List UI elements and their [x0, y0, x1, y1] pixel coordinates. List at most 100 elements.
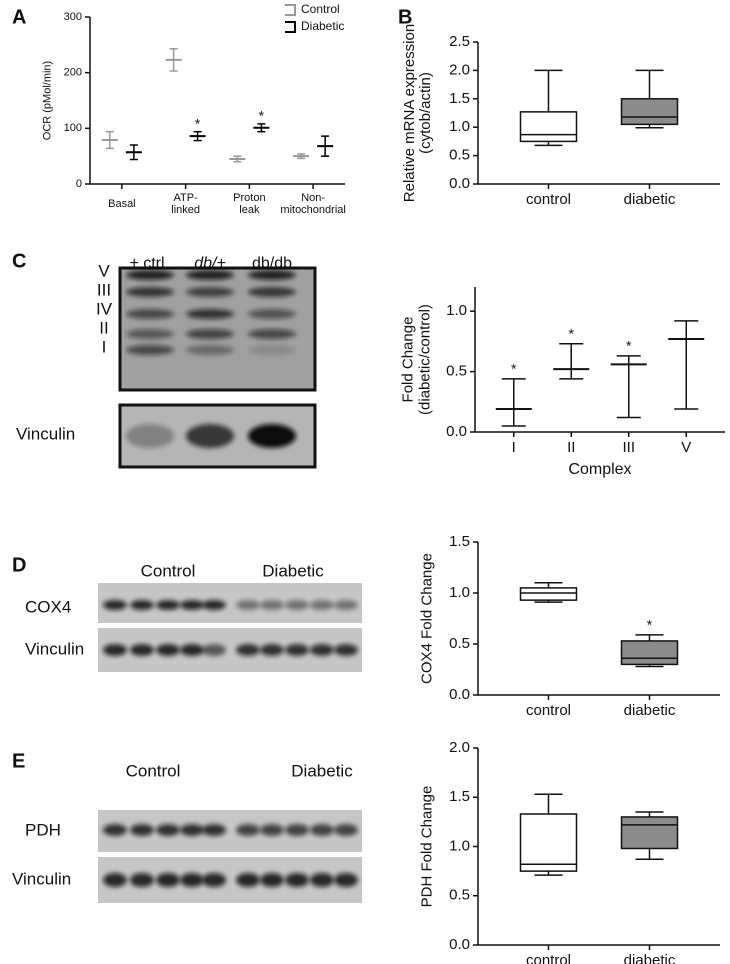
blot-band — [126, 424, 174, 448]
y-axis-label-box: Fold Change (diabetic/control) — [400, 304, 434, 415]
blot-band — [103, 873, 127, 887]
y-tick-label: 2.0 — [449, 739, 470, 756]
y-tick-label: 1.0 — [446, 302, 467, 319]
y-axis-label-box: PDH Fold Change — [419, 786, 436, 908]
blot-band — [130, 644, 154, 656]
blot-band — [260, 873, 284, 887]
blot-band — [248, 345, 296, 355]
blot-band — [180, 824, 204, 836]
y-tick-label: 0.0 — [446, 423, 467, 440]
blot-band — [202, 824, 226, 836]
blot-band — [103, 600, 127, 610]
significance: * — [647, 617, 653, 633]
panel-label: A — [12, 6, 26, 28]
blot-band — [248, 309, 296, 319]
y-tick-label: 0.0 — [449, 686, 470, 703]
box — [519, 813, 578, 872]
blot-band — [126, 287, 174, 297]
lane-label: db/db — [252, 255, 292, 272]
blot-band — [285, 873, 309, 887]
x-tick-label-box: Non- mitochondrial — [280, 191, 346, 216]
blot-band — [310, 600, 334, 610]
x-tick-label-box: diabetic — [623, 951, 676, 964]
y-tick-label: 0.5 — [446, 363, 467, 380]
row-label: PDH — [25, 820, 61, 839]
significance: * — [626, 338, 632, 354]
blot-band — [130, 600, 154, 610]
band-label: V — [98, 261, 110, 280]
blot-band — [186, 424, 234, 448]
legend-swatch — [285, 4, 296, 16]
lane-label: + ctrl — [129, 255, 164, 272]
x-tick-label: diabetic — [623, 951, 676, 964]
blot-band — [202, 644, 226, 656]
x-tick-label: II — [567, 438, 576, 456]
significance: * — [259, 108, 265, 124]
y-axis-label-box: COX4 Fold Change — [418, 553, 436, 684]
x-axis-label: Complex — [568, 461, 632, 479]
band-label: IV — [96, 299, 113, 318]
x-tick-label: Proton leak — [233, 191, 266, 216]
blot-band — [186, 345, 234, 355]
group-label: Diabetic — [291, 761, 353, 780]
x-tick-label: control — [525, 951, 572, 964]
x-tick-label-box: Basal — [108, 197, 136, 210]
blot-band — [186, 287, 234, 297]
legend-label: Control — [301, 2, 340, 16]
blot-band — [126, 329, 174, 339]
x-tick-label: diabetic — [623, 190, 676, 208]
blot-band — [285, 600, 309, 610]
box — [620, 98, 679, 126]
x-tick-label-box: ATP- linked — [171, 192, 200, 216]
x-tick-label-box: control — [526, 191, 571, 208]
blot-band — [260, 644, 284, 656]
y-axis-label: OCR (pMol/min) — [41, 60, 54, 141]
blot-band — [156, 873, 180, 887]
y-tick-label: 0.5 — [449, 147, 470, 164]
x-tick-label: diabetic — [623, 701, 676, 719]
band-label: III — [97, 280, 111, 299]
blot-band — [186, 270, 234, 280]
y-axis-label-box: OCR (pMol/min) — [41, 60, 54, 141]
y-axis-label: COX4 Fold Change — [418, 553, 436, 684]
box — [519, 111, 578, 143]
blot-image — [118, 266, 317, 392]
x-tick-label: Non- mitochondrial — [280, 191, 346, 216]
blot-band — [248, 287, 296, 297]
panel-label: D — [12, 554, 26, 576]
blot-band — [186, 329, 234, 339]
legend-label: Diabetic — [301, 19, 344, 33]
blot-band — [156, 824, 180, 836]
y-tick-label: 2.0 — [449, 61, 470, 78]
y-tick-label: 0.5 — [449, 635, 470, 652]
row-label: Vinculin — [25, 639, 84, 658]
blot-band — [180, 873, 204, 887]
blot-band — [248, 424, 296, 448]
blot-band — [103, 824, 127, 836]
blot-band — [334, 644, 358, 656]
x-tick-label-box: V — [681, 439, 691, 456]
x-tick-label-box: control — [525, 701, 572, 719]
x-tick-label: control — [525, 701, 572, 719]
row-label: Vinculin — [16, 424, 75, 443]
blot-band — [334, 873, 358, 887]
blot-band — [202, 600, 226, 610]
blot-band — [236, 600, 260, 610]
box — [620, 640, 679, 666]
significance: * — [569, 325, 575, 341]
x-tick-label-box: diabetic — [623, 190, 676, 208]
x-tick-label-box: II — [567, 438, 576, 456]
blot-band — [156, 644, 180, 656]
x-tick-label-box: III — [622, 439, 635, 456]
blot-band — [310, 644, 334, 656]
lane-label: db/+ — [194, 255, 226, 272]
blot-band — [260, 600, 284, 610]
blot-band — [236, 824, 260, 836]
blot-band — [130, 873, 154, 887]
y-tick-label: 1.5 — [449, 788, 470, 805]
y-tick-label: 0.0 — [449, 936, 470, 953]
x-tick-label: Basal — [108, 197, 136, 210]
box — [519, 587, 578, 601]
row-label: COX4 — [25, 597, 71, 616]
group-label: Diabetic — [262, 561, 324, 580]
